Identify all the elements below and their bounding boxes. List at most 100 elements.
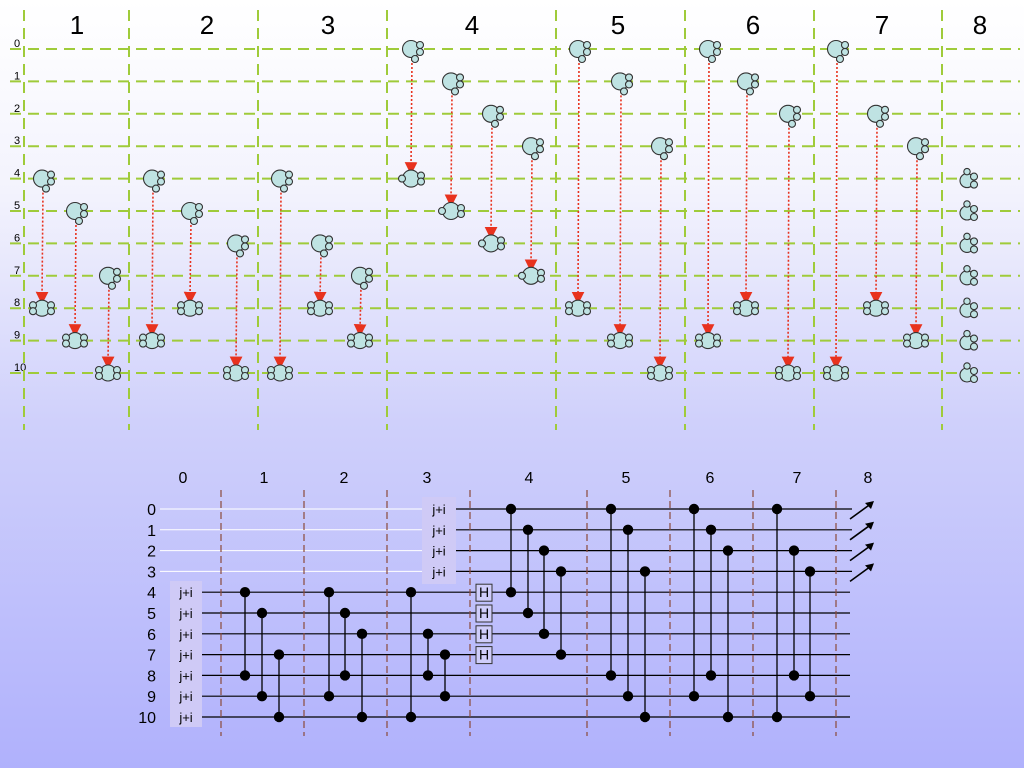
atom — [907, 332, 925, 350]
gate-target-dot — [771, 711, 783, 723]
molecule-icon — [959, 232, 979, 254]
row-label: 5 — [14, 200, 20, 212]
circuit-row-label: 8 — [147, 668, 156, 685]
gate-target-dot — [422, 670, 434, 681]
atom — [694, 339, 704, 348]
hadamard-label: H — [479, 584, 489, 600]
atom — [750, 73, 760, 82]
transfer-arrow — [353, 285, 367, 337]
atom — [324, 242, 334, 251]
transfer-arrow — [273, 188, 287, 370]
atom — [156, 170, 166, 179]
atom — [271, 364, 289, 382]
molecule-icon — [906, 137, 930, 161]
molecule-icon — [98, 266, 122, 290]
circuit-column-label: 7 — [793, 470, 802, 487]
atom — [963, 329, 971, 338]
atom — [969, 310, 979, 319]
circuit-row-label: 2 — [147, 544, 156, 561]
row-label: 7 — [14, 265, 20, 277]
atom — [112, 371, 122, 381]
circuit-column-label: 1 — [260, 470, 269, 487]
transfer-arrow — [701, 58, 715, 337]
atom — [79, 339, 89, 348]
atom — [455, 80, 465, 89]
input-state-label: j+i — [431, 544, 445, 559]
molecule-icon — [65, 201, 89, 226]
atom — [969, 342, 979, 351]
gate-target-dot — [538, 628, 550, 639]
atom — [920, 339, 930, 348]
row-label: 2 — [14, 103, 20, 115]
molecule-icon — [959, 265, 979, 286]
atom — [902, 339, 912, 348]
gate-target-dot — [356, 711, 368, 723]
atom — [840, 371, 850, 381]
circuit-row-label: 5 — [147, 606, 156, 623]
row-label: 0 — [14, 38, 20, 50]
atom — [624, 80, 634, 89]
gate-control-dot — [256, 607, 268, 619]
molecule-icon — [180, 201, 204, 226]
atom — [750, 80, 760, 89]
atom — [181, 299, 199, 317]
atom — [397, 174, 407, 183]
atom — [582, 40, 592, 50]
input-state-label: j+i — [431, 564, 445, 579]
hadamard-gate — [475, 625, 493, 644]
gate-control-dot — [788, 545, 800, 556]
atom — [112, 267, 122, 276]
gate-target-dot — [639, 711, 651, 723]
hadamard-gate — [475, 583, 493, 602]
atom — [227, 364, 245, 382]
gate-target-dot — [505, 587, 517, 598]
stage-label: 7 — [875, 10, 889, 40]
atom — [659, 152, 669, 161]
atom — [536, 274, 546, 283]
stage-label: 2 — [200, 10, 214, 40]
transfer-arrow — [869, 123, 883, 305]
atom — [222, 371, 232, 381]
gate-target-dot — [273, 711, 285, 723]
atom — [840, 40, 850, 50]
measurement-arrowhead — [865, 563, 874, 572]
atom — [364, 267, 374, 276]
atom — [351, 332, 369, 350]
transfer-arrow — [909, 156, 923, 337]
circuit-row-label: 4 — [147, 585, 156, 602]
row-label: 8 — [14, 297, 20, 309]
hadamard-label: H — [479, 626, 489, 642]
atom — [969, 374, 979, 384]
atom — [611, 332, 629, 350]
atom — [324, 235, 334, 244]
gate-target-dot — [622, 691, 634, 702]
atom — [969, 302, 979, 311]
gate-control-dot — [339, 607, 351, 619]
gate-target-dot — [804, 691, 816, 702]
atom — [194, 202, 204, 212]
circuit-row-label: 1 — [147, 523, 156, 540]
atom — [963, 232, 971, 241]
atom — [415, 40, 425, 50]
atom — [143, 332, 161, 350]
gate-control-dot — [622, 524, 634, 535]
atom — [311, 299, 329, 317]
input-state-label: j+i — [178, 710, 192, 725]
atom — [875, 119, 885, 128]
molecule-icon — [138, 332, 166, 350]
atom — [364, 274, 374, 283]
atom — [699, 332, 717, 350]
molecule-icon — [822, 364, 850, 382]
circuit-column-label: 6 — [706, 470, 715, 487]
atom — [415, 47, 425, 57]
atom — [194, 209, 204, 219]
atom — [712, 339, 722, 348]
gate-target-dot — [339, 670, 351, 681]
gate-control-dot — [538, 545, 550, 556]
atom — [969, 237, 979, 246]
atom — [707, 54, 717, 64]
stage-label: 6 — [746, 10, 760, 40]
atom — [880, 105, 890, 114]
molecule-icon — [401, 39, 425, 64]
molecule-icon — [28, 299, 56, 317]
